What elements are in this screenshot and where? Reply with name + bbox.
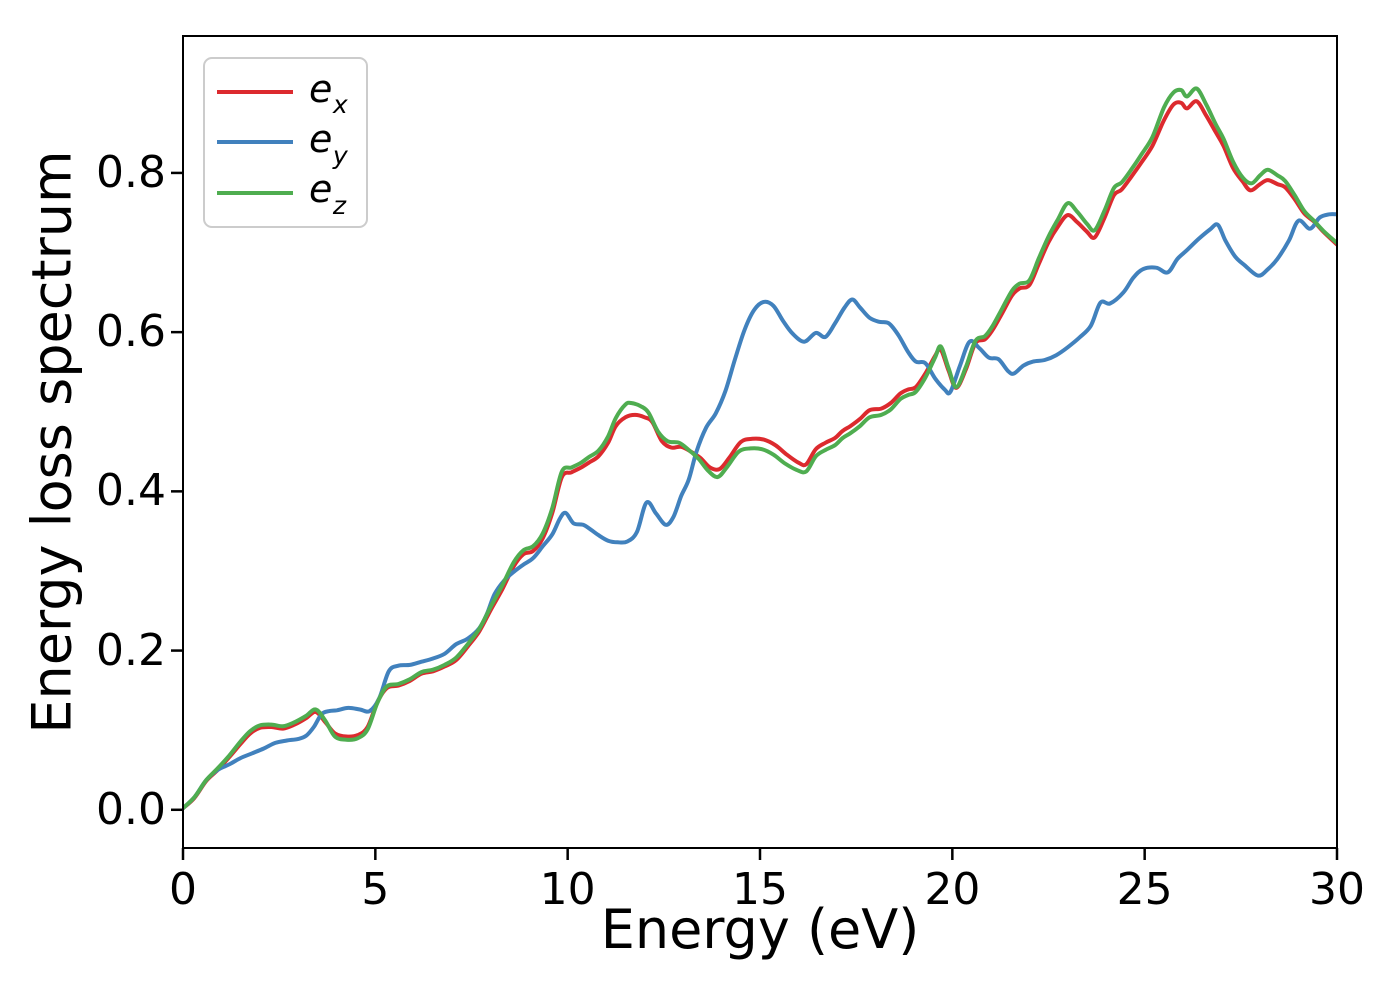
y-axis-label: Energy loss spectrum [20,150,84,734]
legend-item-ex: ex [217,66,366,118]
x-axis-label: Energy (eV) [600,898,920,961]
legend-label-ex-main: e [309,66,333,111]
legend-label-ey-main: e [309,117,333,162]
legend: ex ey ez [203,57,368,228]
legend-label-ey-sub: y [332,140,348,170]
legend-line-ez [217,190,293,195]
y-tick-label-0.4: 0.4 [96,465,166,517]
legend-item-ez: ez [217,167,366,218]
y-tick-label-0.0: 0.0 [96,783,166,835]
legend-label-ey: ey [309,117,348,168]
x-tick-label-30: 30 [1309,864,1365,915]
y-tick-label-0.2: 0.2 [96,624,166,676]
legend-label-ez: ez [309,167,346,218]
data-curves [183,86,1337,811]
x-tick-label-5: 5 [361,864,390,915]
x-tick-label-15: 15 [732,864,788,915]
legend-label-ex: ex [309,66,348,118]
legend-line-ey [217,140,293,145]
legend-label-ex-sub: x [332,90,348,120]
curve-ez [183,86,1337,811]
legend-label-ez-sub: z [332,191,347,221]
x-tick-label-25: 25 [1116,864,1173,915]
axis-ticks [171,171,1339,860]
y-tick-label-0.8: 0.8 [96,146,166,198]
legend-label-ez-main: e [309,167,333,212]
curve-ey [183,212,1337,811]
x-tick-label-10: 10 [539,864,596,915]
x-tick-label-0: 0 [169,864,197,915]
y-tick-label-0.6: 0.6 [96,305,166,357]
legend-item-ey: ey [217,117,366,168]
x-tick-label-20: 20 [924,864,981,915]
legend-line-ex [217,90,293,95]
axes-frame [182,35,1338,849]
